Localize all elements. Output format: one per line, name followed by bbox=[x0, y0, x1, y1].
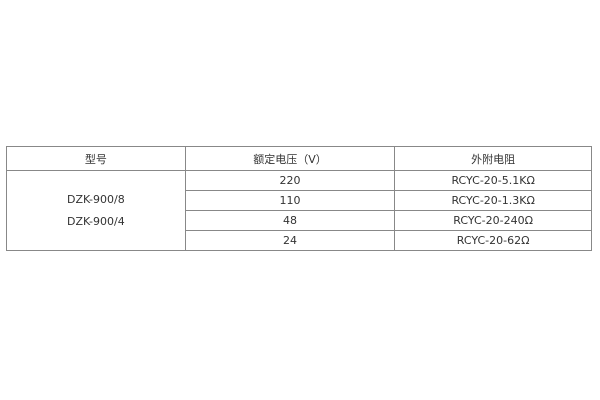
model-name: DZK-900/4 bbox=[66, 214, 125, 228]
resistor-cell: RCYC-20-240Ω bbox=[394, 210, 592, 231]
table-row: DZK-900/8 DZK-900/4 220 RCYC-20-5.1KΩ bbox=[6, 170, 592, 251]
model-name: DZK-900/8 bbox=[66, 192, 125, 206]
header-voltage: 额定电压（V） bbox=[184, 146, 396, 171]
resistor-cell: RCYC-20-5.1KΩ bbox=[394, 170, 592, 191]
voltage-cell: 48 bbox=[184, 210, 396, 231]
header-resistor: 外附电阻 bbox=[394, 146, 592, 171]
model-cell: DZK-900/8 DZK-900/4 bbox=[6, 170, 186, 251]
resistor-cell: RCYC-20-1.3KΩ bbox=[394, 190, 592, 211]
voltage-cell: 24 bbox=[184, 230, 396, 251]
header-model: 型号 bbox=[6, 146, 186, 171]
header-row: 型号 额定电压（V） 外附电阻 bbox=[6, 146, 592, 171]
spec-table: 型号 额定电压（V） 外附电阻 DZK-900/8 DZK-900/4 220 … bbox=[6, 146, 592, 251]
table-row: 24 RCYC-20-62Ω bbox=[7, 230, 592, 251]
voltage-cell: 110 bbox=[184, 190, 396, 211]
voltage-cell: 220 bbox=[184, 170, 396, 191]
resistor-cell: RCYC-20-62Ω bbox=[394, 230, 592, 251]
